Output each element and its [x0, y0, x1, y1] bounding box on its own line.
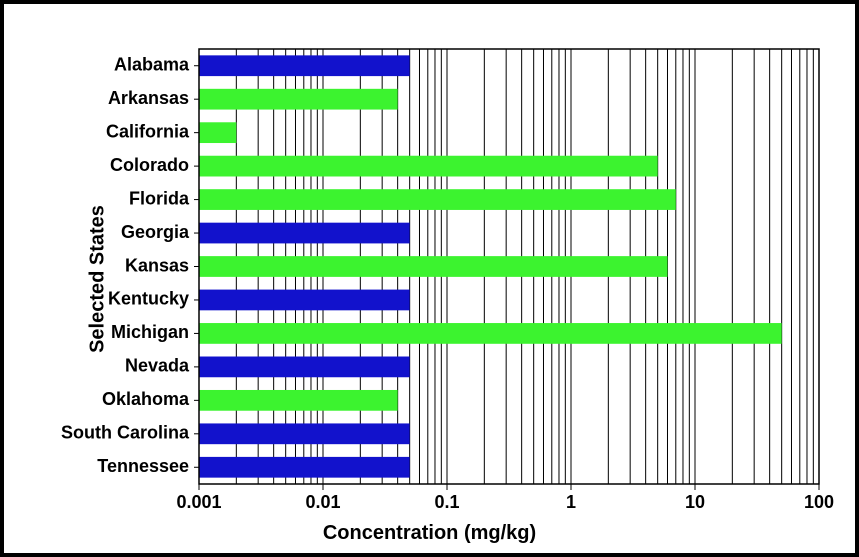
chart-frame: Selected States Alabama Arkansas Californi…	[0, 0, 859, 557]
category-label: Arkansas	[108, 88, 189, 108]
bar	[199, 55, 410, 76]
y-axis-label: Selected States	[86, 205, 109, 353]
category-label: Oklahoma	[102, 389, 190, 409]
category-label: Alabama	[114, 54, 190, 74]
x-tick-label: 0.001	[176, 492, 221, 512]
bar	[199, 357, 410, 378]
x-axis-label: Concentration (mg/kg)	[4, 522, 855, 545]
bar	[199, 390, 398, 411]
x-tick-label: 100	[804, 492, 834, 512]
category-label: Colorado	[110, 155, 189, 175]
bar	[199, 423, 410, 444]
category-label: Michigan	[111, 322, 189, 342]
bar	[199, 457, 410, 478]
bar	[199, 256, 667, 277]
bar	[199, 223, 410, 244]
bar	[199, 323, 782, 344]
bar	[199, 189, 676, 210]
x-tick-label: 0.1	[434, 492, 459, 512]
chart-container: Selected States Alabama Arkansas Californi…	[4, 4, 855, 553]
x-tick-label: 10	[685, 492, 705, 512]
category-label: Florida	[129, 188, 190, 208]
chart-svg: Alabama Arkansas California Colorado Florida…	[4, 4, 855, 553]
x-tick-label: 0.01	[305, 492, 340, 512]
category-label: California	[106, 121, 190, 141]
category-label: Nevada	[125, 356, 190, 376]
bar	[199, 156, 658, 177]
bar	[199, 290, 410, 311]
category-label: Kansas	[125, 255, 189, 275]
category-label: Tennessee	[97, 456, 189, 476]
category-label: Georgia	[121, 222, 190, 242]
x-tick-label: 1	[566, 492, 576, 512]
bar	[199, 122, 236, 143]
category-label: South Carolina	[61, 423, 190, 443]
category-label: Kentucky	[108, 289, 189, 309]
bar	[199, 89, 398, 110]
